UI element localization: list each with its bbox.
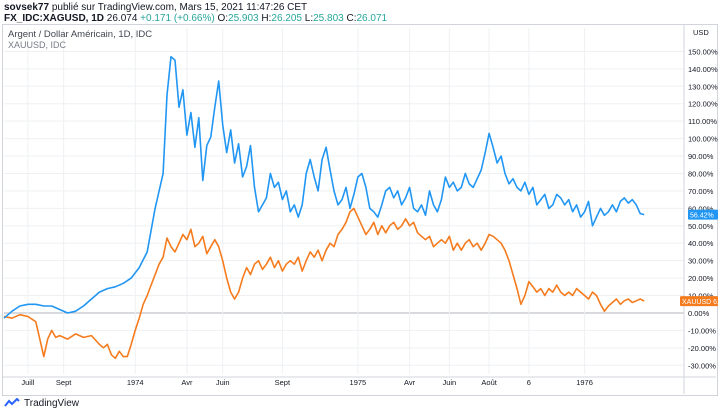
last-price: 26.074 (106, 13, 138, 24)
last-value-label-xauusd: XAUUSD 6.81% (682, 299, 720, 306)
footer: TradingView (4, 396, 79, 410)
y-tick-label: 10.00% (688, 292, 714, 301)
y-tick-label: -10.00% (688, 326, 716, 335)
y-tick-label: 100.00% (688, 135, 718, 144)
x-tick-label: 6 (527, 378, 531, 387)
series-line-xauusd (3, 207, 645, 360)
ohlc-line: FX_IDC:XAGUSD, 1D 26.074 +0.171 (+0.66%)… (4, 13, 387, 24)
high-label: H: (261, 13, 272, 24)
x-tick-label: 1976 (576, 378, 593, 387)
symbol-label: FX_IDC:XAGUSD, 1D (4, 13, 105, 24)
close-label: C: (346, 13, 357, 24)
last-value-tag-xauusd (680, 296, 718, 307)
last-value-tag-xagusd (688, 209, 718, 220)
published-text: publié sur TradingView.com, Mars 15, 202… (51, 2, 308, 13)
author-name: sovsek77 (4, 2, 50, 13)
x-tick-label: Sept (56, 378, 72, 387)
x-tick-label: Juill (21, 378, 34, 387)
high-value: 26.205 (271, 13, 302, 24)
y-tick-label: 150.00% (688, 47, 718, 56)
y-tick-label: 120.00% (688, 100, 718, 109)
y-tick-label: 70.00% (688, 187, 714, 196)
y-axis-currency: USD (693, 28, 709, 37)
x-tick-label: Sept (275, 378, 291, 387)
x-tick-label: Avr (404, 378, 416, 387)
low-label: L: (304, 13, 314, 24)
x-tick-label: Juin (442, 378, 456, 387)
price-change: +0.171 (+0.66%) (140, 13, 215, 24)
y-tick-label: 50.00% (688, 222, 714, 231)
low-value: 25.803 (313, 13, 344, 24)
x-tick-label: Juin (216, 378, 230, 387)
y-tick-label: 80.00% (688, 169, 714, 178)
publish-line: sovsek77 publié sur TradingView.com, Mar… (4, 2, 307, 13)
x-tick-label: Avr (181, 378, 193, 387)
y-tick-label: -20.00% (688, 344, 716, 353)
y-tick-label: 90.00% (688, 152, 714, 161)
y-tick-label: 30.00% (688, 257, 714, 266)
open-label: O: (217, 13, 229, 24)
x-tick-label: 1974 (127, 378, 144, 387)
y-tick-label: 40.00% (688, 239, 714, 248)
y-tick-label: 20.00% (688, 274, 714, 283)
brand-label: TradingView (24, 397, 80, 409)
x-tick-label: 1975 (350, 378, 367, 387)
x-tick-label: Août (481, 378, 497, 387)
y-tick-label: 110.00% (688, 117, 717, 126)
y-tick-label: 130.00% (688, 82, 718, 91)
series-line-xagusd (3, 55, 645, 319)
y-tick-label: 140.00% (688, 65, 718, 74)
y-tick-label: -30.00% (688, 361, 716, 370)
chart-subtitle: XAUUSD, IDC (8, 40, 67, 50)
close-value: 26.071 (356, 13, 388, 24)
y-tick-label: 0.00% (688, 309, 710, 318)
open-value: 25.903 (228, 13, 259, 24)
chart-title: Argent / Dollar Américain, 1D, IDC (8, 29, 152, 40)
tradingview-logo-icon (4, 398, 20, 407)
y-tick-label: 60.00% (688, 204, 714, 213)
last-value-label-xagusd: 56.42% (690, 213, 714, 220)
